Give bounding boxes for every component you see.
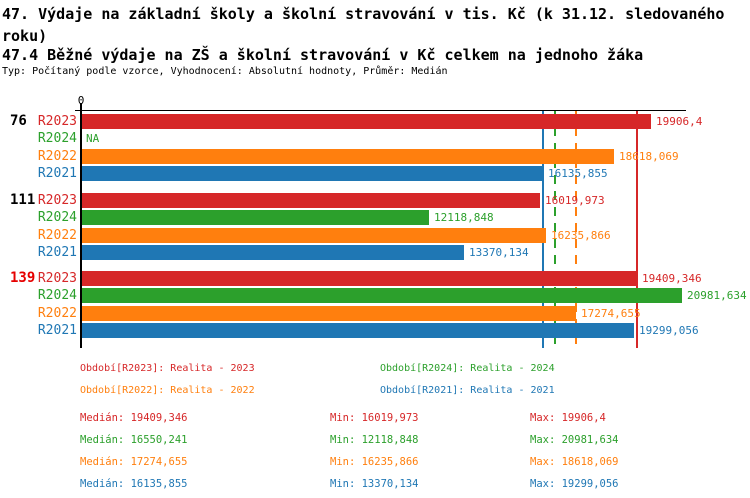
row-label-R2024: R2024 (37, 288, 77, 303)
stat-min-R2024: Min: 12118,848 (330, 434, 419, 446)
stat-max-R2021: Max: 19299,056 (530, 478, 619, 490)
stat-median-R2023: Medián: 19409,346 (80, 412, 188, 424)
row-label-R2023: R2023 (37, 193, 77, 208)
row-label-R2024: R2024 (37, 131, 77, 146)
bar-value-label: 20981,634 (687, 289, 747, 302)
bar-R2022 (82, 306, 576, 321)
median-line-R2023 (636, 111, 638, 348)
legend-item-R2023: Období[R2023]: Realita - 2023 (80, 363, 255, 374)
row-label-R2021: R2021 (37, 245, 77, 260)
bar-value-label: 19299,056 (639, 324, 699, 337)
row-label-R2021: R2021 (37, 323, 77, 338)
row-label-R2023: R2023 (37, 271, 77, 286)
group-label-76: 76 (10, 113, 27, 129)
bar-value-label: 13370,134 (469, 246, 529, 259)
bar-value-label: 17274,655 (581, 307, 641, 320)
stat-median-R2024: Medián: 16550,241 (80, 434, 188, 446)
bar-R2024 (82, 288, 682, 303)
stat-median-R2022: Medián: 17274,655 (80, 456, 188, 468)
report-title: 47. Výdaje na základní školy a školní st… (2, 5, 725, 45)
bar-value-label: 18618,069 (619, 150, 679, 163)
bar-R2024 (82, 210, 429, 225)
chart-title: 47.4 Běžné výdaje na ZŠ a školní stravov… (2, 46, 644, 64)
bar-R2021 (82, 245, 464, 260)
na-label-R2024: NA (86, 132, 100, 145)
bar-value-label: 12118,848 (434, 211, 494, 224)
group-label-111: 111 (10, 192, 36, 208)
bar-value-label: 16135,855 (548, 167, 608, 180)
median-line-R2022 (575, 111, 577, 348)
bar-R2022 (82, 149, 614, 164)
bar-value-label: 19906,4 (656, 115, 703, 128)
stat-max-R2022: Max: 18618,069 (530, 456, 619, 468)
row-label-R2022: R2022 (37, 306, 77, 321)
stat-max-R2023: Max: 19906,4 (530, 412, 606, 424)
row-label-R2023: R2023 (37, 114, 77, 129)
bar-value-label: 16019,973 (545, 194, 605, 207)
legend-item-R2021: Období[R2021]: Realita - 2021 (380, 385, 555, 396)
stat-min-R2022: Min: 16235,866 (330, 456, 419, 468)
row-label-R2022: R2022 (37, 149, 77, 164)
stat-min-R2021: Min: 13370,134 (330, 478, 419, 490)
median-line-R2024 (554, 111, 556, 348)
value-axis-line (75, 110, 686, 111)
bar-value-label: 19409,346 (642, 272, 702, 285)
bar-R2023 (82, 271, 637, 286)
bar-value-label: 16235,866 (551, 229, 611, 242)
row-label-R2021: R2021 (37, 166, 77, 181)
row-label-R2024: R2024 (37, 210, 77, 225)
bar-R2021 (82, 323, 634, 338)
stat-min-R2023: Min: 16019,973 (330, 412, 419, 424)
chart-meta-info: Typ: Počítaný podle vzorce, Vyhodnocení:… (2, 66, 448, 77)
category-axis-line (80, 103, 82, 348)
bar-R2022 (82, 228, 546, 243)
bar-R2023 (82, 193, 540, 208)
axis-zero-label: 0 (77, 94, 85, 107)
legend-item-R2022: Období[R2022]: Realita - 2022 (80, 385, 255, 396)
row-label-R2022: R2022 (37, 228, 77, 243)
legend-item-R2024: Období[R2024]: Realita - 2024 (380, 363, 555, 374)
group-label-139: 139 (10, 270, 36, 286)
stat-median-R2021: Medián: 16135,855 (80, 478, 188, 490)
bar-R2023 (82, 114, 651, 129)
stat-max-R2024: Max: 20981,634 (530, 434, 619, 446)
bar-R2021 (82, 166, 543, 181)
